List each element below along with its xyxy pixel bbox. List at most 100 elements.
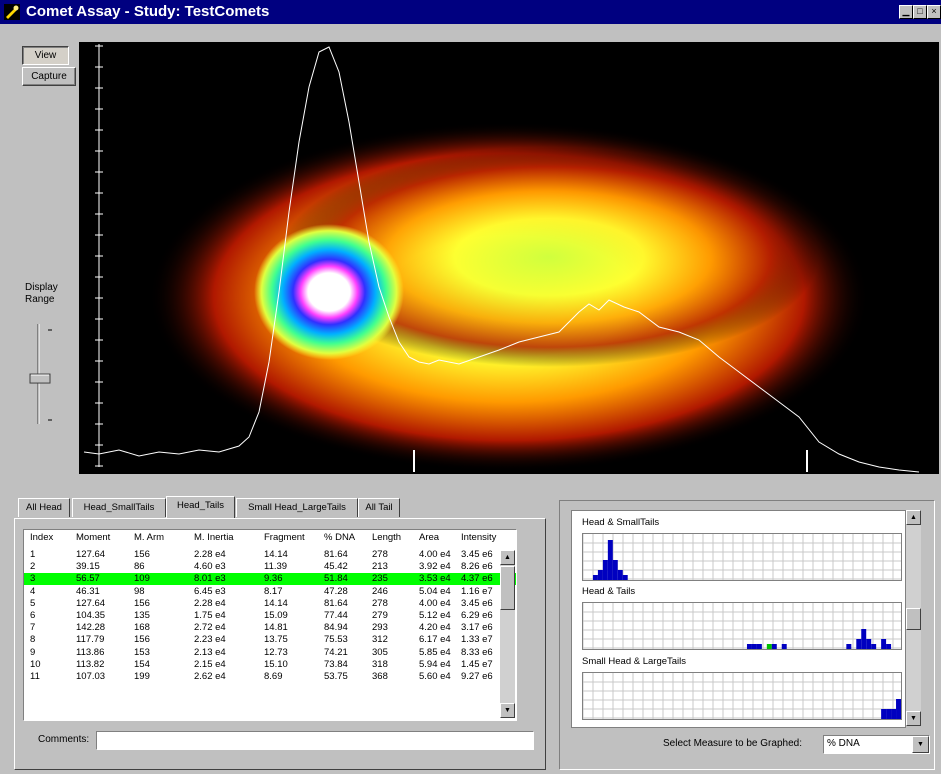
select-measure-label: Select Measure to be Graphed: xyxy=(663,738,802,749)
table-row[interactable]: 6 104.35 135 1.75 e4 15.09 77.44 279 5.12 e4 6.2… xyxy=(24,610,516,622)
histogram-bar xyxy=(612,560,618,580)
table-row[interactable]: 2 39.15 86 4.60 e3 11.39 45.42 213 3.92 e4 8.26 … xyxy=(24,561,516,573)
table-cell: 5.85 e4 xyxy=(419,646,451,658)
table-row[interactable]: 1 127.64 156 2.28 e4 14.14 81.64 278 4.00 e4 3.4… xyxy=(24,549,516,561)
table-cell: 39.15 xyxy=(76,561,100,573)
table-cell: 2.28 e4 xyxy=(194,549,226,560)
col-header-pct-dna: % DNA xyxy=(324,532,356,543)
dropdown-arrow-icon[interactable]: ▼ xyxy=(912,736,929,753)
histogram-list[interactable]: Head & SmallTails Head & Tails Small Head … xyxy=(571,510,906,728)
histogram xyxy=(582,602,902,650)
table-cell: 113.86 xyxy=(76,646,105,658)
histogram-bar xyxy=(861,629,867,649)
histogram-bar xyxy=(896,699,901,719)
col-header-intensity: Intensity xyxy=(461,532,497,543)
table-cell: 156 xyxy=(134,634,150,646)
histogram-bar xyxy=(617,570,623,580)
table-cell: 156 xyxy=(134,549,150,560)
table-row[interactable]: 5 127.64 156 2.28 e4 14.14 81.64 278 4.00 e4 3.4… xyxy=(24,598,516,610)
table-cell: 305 xyxy=(372,646,388,658)
histogram-bar xyxy=(856,639,862,649)
table-cell: 278 xyxy=(372,597,388,609)
table-cell: 53.75 xyxy=(324,671,348,682)
table-row[interactable]: 8 117.79 156 2.23 e4 13.75 75.53 312 6.17 e4 1.3… xyxy=(24,634,516,646)
table-cell: 11 xyxy=(30,671,40,682)
histogram-bar xyxy=(607,540,613,580)
table-cell: 51.84 xyxy=(324,573,348,585)
table-cell: 213 xyxy=(372,561,388,573)
table-cell: 9.27 e6 xyxy=(461,671,493,682)
table-cell: 8 xyxy=(30,634,36,646)
graph-scroll-thumb[interactable] xyxy=(906,608,921,630)
table-cell: 278 xyxy=(372,549,388,560)
display-range-slider[interactable] xyxy=(22,320,58,430)
table-cell: 47.28 xyxy=(324,585,348,597)
col-header-area: Area xyxy=(419,532,440,543)
table-row[interactable]: 11 107.03 199 2.62 e4 8.69 53.75 368 5.60 e4 9.2… xyxy=(24,671,516,683)
table-cell: 1.33 e7 xyxy=(461,634,493,646)
table-scrollbar[interactable]: ▲ ▼ xyxy=(500,550,515,718)
table-cell: 2.23 e4 xyxy=(194,634,226,646)
col-header-index: Index xyxy=(30,532,54,543)
comments-input[interactable] xyxy=(96,731,534,750)
comet-image-view[interactable] xyxy=(79,42,939,474)
table-cell: 77.44 xyxy=(324,610,348,621)
table-cell: 2.28 e4 xyxy=(194,597,226,609)
table-cell: 46.31 xyxy=(76,585,100,597)
maximize-button[interactable]: □ xyxy=(913,5,927,19)
tab-panel xyxy=(14,518,546,770)
graph-panel xyxy=(559,500,935,770)
table-cell: 2.72 e4 xyxy=(194,622,226,634)
histogram-bar xyxy=(886,709,892,719)
tab-head-smalltails[interactable]: Head_SmallTails xyxy=(72,498,166,517)
table-scroll-thumb[interactable] xyxy=(500,566,515,610)
table-row[interactable]: 4 46.31 98 6.45 e3 8.17 47.28 246 5.04 e4 1.16 e… xyxy=(24,586,516,598)
data-table[interactable]: Index Moment M. Arm M. Inertia Fragment … xyxy=(23,529,517,721)
col-header-m-inertia: M. Inertia xyxy=(194,532,234,543)
tab-all-tail[interactable]: All Tail xyxy=(358,498,400,517)
table-cell: 8.69 xyxy=(264,671,283,682)
scroll-down-arrow-icon[interactable]: ▼ xyxy=(500,703,515,718)
table-row[interactable]: 7 142.28 168 2.72 e4 14.81 84.94 293 4.20 e4 3.1… xyxy=(24,622,516,634)
table-cell: 1.16 e7 xyxy=(461,585,493,597)
histogram-bar xyxy=(597,570,603,580)
histogram-bar xyxy=(871,644,877,649)
col-header-m-arm: M. Arm xyxy=(134,532,165,543)
col-header-fragment: Fragment xyxy=(264,532,305,543)
table-cell: 4.00 e4 xyxy=(419,597,451,609)
graph-scroll-up-arrow-icon[interactable]: ▲ xyxy=(906,510,921,525)
capture-button[interactable]: Capture xyxy=(22,67,76,86)
scroll-up-arrow-icon[interactable]: ▲ xyxy=(500,550,515,565)
table-cell: 127.64 xyxy=(76,597,106,609)
histogram-bar xyxy=(886,644,892,649)
histogram-bar xyxy=(751,644,757,649)
tab-head-tails[interactable]: Head_Tails xyxy=(166,496,235,518)
table-cell: 318 xyxy=(372,658,388,670)
table-cell: 113.82 xyxy=(76,658,105,670)
table-cell: 2.62 e4 xyxy=(194,671,226,682)
table-cell: 9 xyxy=(30,646,36,658)
table-cell: 109 xyxy=(134,573,150,585)
table-cell: 7 xyxy=(30,622,36,634)
table-cell: 3.92 e4 xyxy=(419,561,451,573)
view-button[interactable]: View xyxy=(22,46,69,65)
tab-smallhead-largetails[interactable]: Small Head_LargeTails xyxy=(236,498,358,517)
table-row[interactable]: 10 113.82 154 2.15 e4 15.10 73.84 318 5.94 e4 1.… xyxy=(24,659,516,671)
tab-all-head[interactable]: All Head xyxy=(18,498,70,517)
measure-select[interactable]: % DNA ▼ xyxy=(823,735,930,754)
table-row[interactable]: 9 113.86 153 2.13 e4 12.73 74.21 305 5.85 e4 8.3… xyxy=(24,647,516,659)
histogram-bar xyxy=(781,644,787,649)
table-cell: 107.03 xyxy=(76,671,106,682)
graph-scroll-down-arrow-icon[interactable]: ▼ xyxy=(906,711,921,726)
table-cell: 15.10 xyxy=(264,658,288,670)
table-cell: 154 xyxy=(134,658,150,670)
table-row[interactable]: 3 56.57 109 8.01 e3 9.36 51.84 235 3.53 e4 4.37 … xyxy=(24,573,516,586)
close-button[interactable]: × xyxy=(927,5,941,19)
graph-scrollbar[interactable]: ▲ ▼ xyxy=(906,510,921,726)
table-cell: 104.35 xyxy=(76,610,106,621)
histogram xyxy=(582,533,902,581)
histogram-bar xyxy=(846,644,852,649)
col-header-moment: Moment xyxy=(76,532,111,543)
minimize-button[interactable]: ▁ xyxy=(899,5,913,19)
